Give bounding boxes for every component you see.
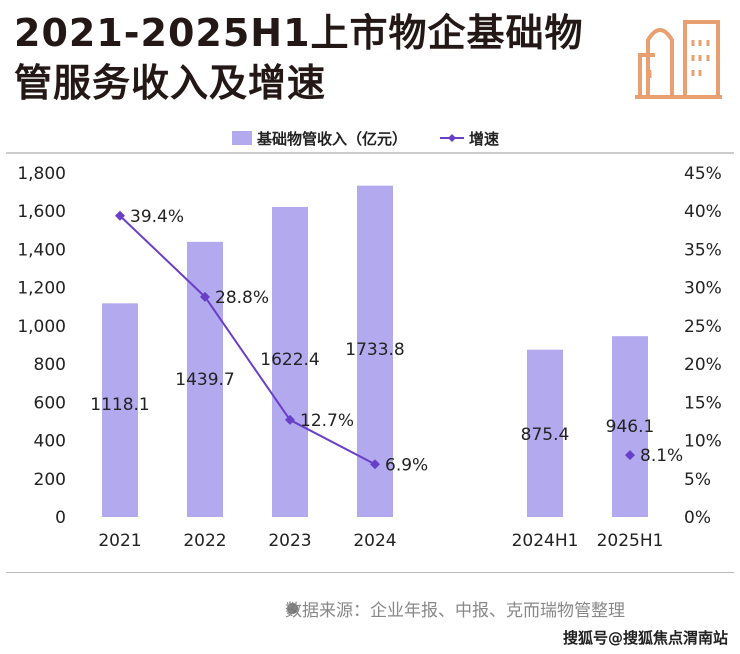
y-right-tick: 30% — [684, 279, 722, 299]
growth-label: 12.7% — [300, 411, 354, 431]
bar-label: 1439.7 — [175, 370, 234, 390]
bar-2021 — [102, 303, 138, 517]
y-right-tick: 40% — [684, 202, 722, 222]
y-right-tick: 25% — [684, 317, 722, 337]
y-left-tick: 400 — [34, 432, 66, 452]
y-right-tick: 15% — [684, 393, 722, 413]
bar-2024H1 — [527, 349, 563, 517]
divider — [6, 152, 734, 154]
bar-2022 — [187, 241, 223, 517]
bar-2025H1 — [612, 336, 648, 517]
y-right-tick: 35% — [684, 240, 722, 260]
legend-line-label: 增速 — [469, 130, 499, 148]
x-tick: 2023 — [268, 531, 311, 551]
x-tick: 2021 — [98, 531, 141, 551]
bar-label: 1118.1 — [90, 395, 149, 415]
bar-label: 1622.4 — [260, 350, 319, 370]
y-right-tick: 0% — [684, 508, 711, 528]
y-left-tick: 1,600 — [17, 202, 66, 222]
source-note: 数据来源：企业年报、中报、克而瑞物管整理 — [285, 601, 625, 621]
legend-bar-label: 基础物管收入（亿元） — [256, 130, 407, 148]
bar-label: 1733.8 — [345, 340, 404, 360]
growth-label: 28.8% — [215, 288, 269, 308]
y-left-tick: 800 — [34, 355, 66, 375]
growth-label: 6.9% — [385, 455, 428, 475]
y-left-tick: 200 — [34, 470, 66, 490]
legend-line-marker — [448, 134, 456, 142]
x-tick: 2024H1 — [512, 531, 579, 551]
growth-label: 39.4% — [130, 207, 184, 227]
y-left-tick: 1,800 — [17, 164, 66, 184]
y-right-tick: 20% — [684, 355, 722, 375]
growth-marker — [370, 459, 380, 470]
chart-title: 2021-2025H1上市物企基础物 管服务收入及增速 — [14, 8, 584, 108]
building-icon — [635, 20, 722, 99]
bar-label: 946.1 — [606, 417, 655, 437]
growth-label: 8.1% — [640, 446, 683, 466]
legend-bar-swatch — [232, 131, 252, 145]
y-left-tick: 600 — [34, 393, 66, 413]
title-line-2: 管服务收入及增速 — [14, 61, 327, 105]
growth-line — [119, 215, 376, 466]
bar-label: 875.4 — [521, 425, 570, 445]
growth-marker — [200, 291, 210, 302]
x-tick: 2025H1 — [597, 531, 664, 551]
x-tick: 2022 — [183, 531, 226, 551]
y-left-tick: 0 — [55, 508, 66, 528]
y-left-tick: 1,400 — [17, 240, 66, 260]
x-tick: 2024 — [353, 531, 396, 551]
watermark: 搜狐号@搜狐焦点渭南站 — [562, 629, 728, 647]
y-right-tick: 10% — [684, 432, 722, 452]
growth-marker — [625, 450, 635, 461]
divider — [6, 572, 734, 573]
y-right-tick: 45% — [684, 164, 722, 184]
title-line-1: 2021-2025H1上市物企基础物 — [14, 11, 584, 55]
growth-marker — [285, 414, 295, 425]
bullet-icon — [287, 603, 298, 614]
y-left-tick: 1,200 — [17, 279, 66, 299]
y-left-tick: 1,000 — [17, 317, 66, 337]
growth-marker — [115, 210, 125, 221]
y-right-tick: 5% — [684, 470, 711, 490]
bar-2023 — [272, 206, 308, 517]
